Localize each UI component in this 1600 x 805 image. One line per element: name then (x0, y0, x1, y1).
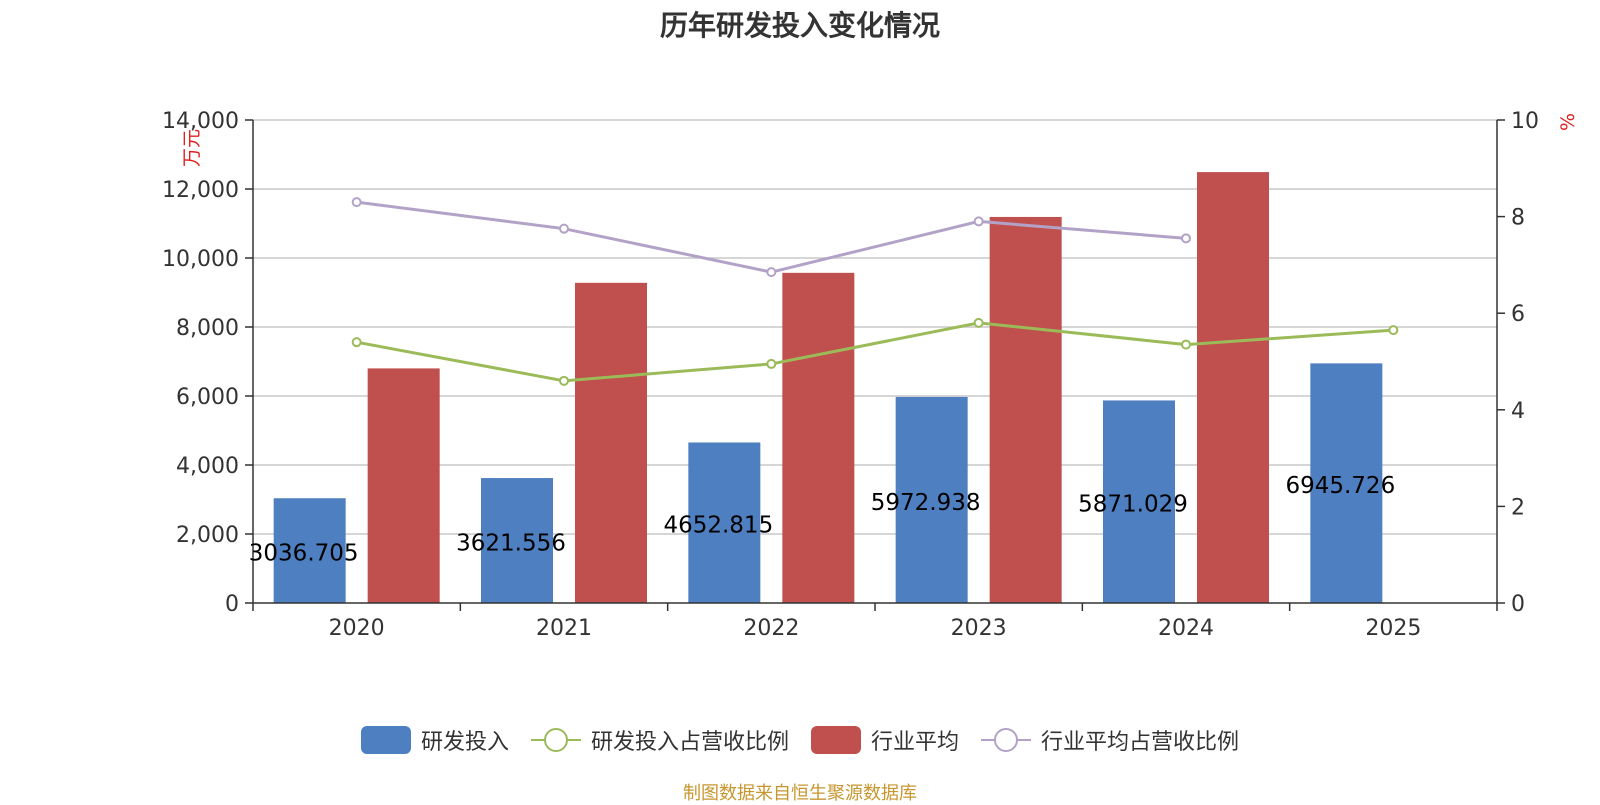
point-rd-ratio (351, 337, 362, 348)
data-label-rd-invest: 4652.815 (663, 513, 773, 539)
x-tick-label: 2024 (1158, 616, 1214, 641)
y-left-unit: 万元 (181, 129, 203, 167)
y-right-tick-label: 4 (1511, 399, 1525, 424)
axes: 0 2,000 4,000 6,000 8,000 10,000 12,000 14,000 0… (162, 109, 1579, 641)
y-left-tick-label: 14,000 (162, 109, 239, 134)
y-right-tick-label: 0 (1511, 592, 1525, 617)
data-label-rd-invest: 5871.029 (1078, 492, 1188, 518)
x-tick-label: 2021 (536, 616, 592, 641)
bar-series (273, 172, 1383, 603)
x-tick-label: 2023 (951, 616, 1007, 641)
legend-label-rd-invest: 研发投入 (420, 730, 509, 755)
bar-industry-avg (782, 272, 855, 603)
legend-label-industry-ratio: 行业平均占营收比例 (1041, 730, 1240, 755)
bar-industry-avg (575, 282, 647, 603)
data-label-rd-invest: 5972.938 (871, 490, 981, 516)
legend-label-rd-ratio: 研发投入占营收比例 (590, 730, 789, 755)
data-label-rd-invest: 6945.726 (1285, 473, 1395, 499)
y-right-tick-label: 8 (1511, 206, 1525, 231)
y-left-tick-label: 4,000 (176, 454, 239, 479)
grid-lines (253, 119, 1497, 535)
bar-rd-invest (688, 442, 761, 603)
y-left-tick-label: 2,000 (176, 523, 239, 548)
point-rd-ratio (559, 375, 569, 386)
chart-title: 历年研发投入变化情况 (659, 9, 940, 42)
bar-rd-invest (895, 396, 968, 603)
bar-industry-avg (367, 368, 440, 603)
y-left-tick-label: 12,000 (162, 178, 239, 203)
legend-item-industry-avg[interactable]: 行业平均 (811, 724, 959, 756)
y-left-tick-label: 0 (225, 592, 239, 617)
y-right-tick-label: 10 (1511, 109, 1539, 134)
y-right-tick-label: 2 (1511, 495, 1525, 520)
y-right-tick-label: 6 (1511, 302, 1525, 327)
point-industry-ratio (973, 216, 984, 227)
bar-rd-invest (481, 478, 553, 603)
legend-swatch-industry-avg (811, 726, 861, 754)
bar-rd-invest (1310, 363, 1383, 603)
line-rd-ratio (356, 321, 1394, 383)
legend-item-rd-ratio[interactable]: 研发投入占营收比例 (530, 724, 789, 756)
legend-item-industry-ratio[interactable]: 行业平均占营收比例 (981, 724, 1239, 756)
x-tick-label: 2025 (1365, 616, 1421, 641)
point-rd-ratio (766, 358, 777, 369)
bar-rd-invest (273, 498, 346, 603)
y-right-unit: % (1557, 113, 1579, 131)
bar-industry-avg (1197, 172, 1269, 603)
data-labels: 3036.705 3621.556 4652.815 5972.938 5871.029… (249, 473, 1395, 566)
data-label-rd-invest: 3036.705 (249, 541, 359, 567)
x-tick-label: 2022 (743, 616, 799, 641)
point-industry-ratio (1181, 233, 1191, 244)
y-left-tick-label: 8,000 (176, 316, 239, 341)
bar-rd-invest (1103, 400, 1175, 603)
point-rd-ratio (973, 317, 984, 328)
legend-label-industry-avg: 行业平均 (871, 730, 960, 755)
data-label-rd-invest: 3621.556 (456, 531, 566, 557)
point-industry-ratio (766, 267, 777, 278)
line-series (351, 197, 1399, 386)
x-tick-label: 2020 (329, 616, 385, 641)
bar-industry-avg (989, 216, 1062, 603)
legend-item-rd-invest[interactable]: 研发投入 (360, 724, 509, 756)
legend-swatch-rd-ratio (530, 726, 581, 754)
legend: 研发投入 研发投入占营收比例 行业平均 行业平均占营收比例 (0, 720, 1600, 760)
chart-area: 0 2,000 4,000 6,000 8,000 10,000 12,000 14,000 0… (162, 109, 1579, 641)
point-industry-ratio (559, 223, 569, 234)
point-rd-ratio (1388, 325, 1399, 336)
point-industry-ratio (351, 197, 362, 208)
y-left-tick-label: 10,000 (162, 247, 239, 272)
source-note: 制图数据来自恒生聚源数据库 (683, 783, 917, 804)
point-rd-ratio (1181, 339, 1191, 350)
legend-swatch-rd-invest (360, 726, 411, 754)
y-left-tick-label: 6,000 (176, 385, 239, 410)
legend-swatch-industry-ratio (981, 726, 1032, 754)
